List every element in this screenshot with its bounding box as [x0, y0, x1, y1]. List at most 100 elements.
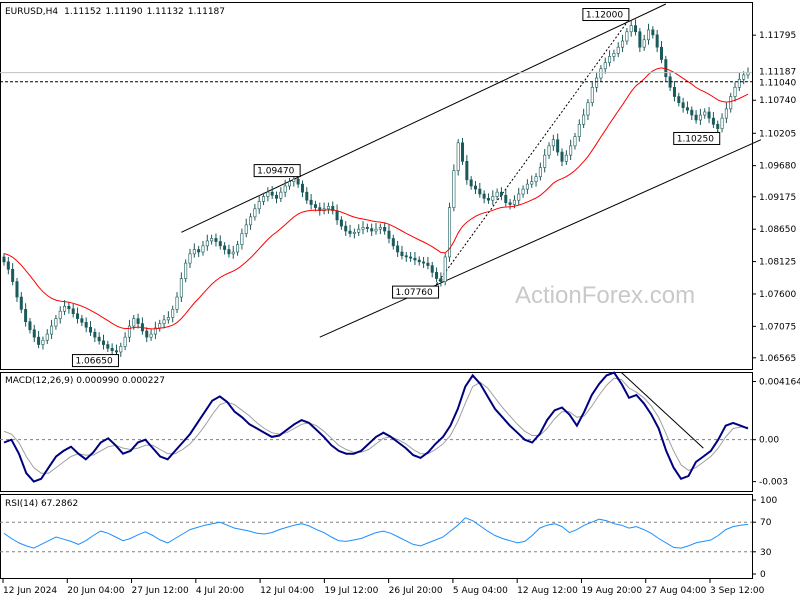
candle — [409, 252, 413, 262]
candle — [534, 173, 538, 187]
candle — [97, 332, 101, 345]
candle — [685, 101, 689, 114]
candle — [326, 202, 330, 214]
price-tick-label: 1.07075 — [759, 322, 796, 332]
candle — [698, 108, 702, 125]
candle — [720, 113, 724, 133]
x-tick-label: 12 Aug 12:00 — [517, 586, 578, 596]
candle — [45, 329, 49, 344]
rsi-tick-label: 70 — [760, 518, 772, 528]
candle — [37, 330, 41, 349]
candle — [348, 224, 352, 238]
price-tick-label: 1.08125 — [759, 258, 796, 268]
x-tick-label: 27 Jun 12:00 — [132, 586, 189, 596]
moving-average-line — [3, 67, 749, 330]
candle — [54, 314, 58, 330]
candle — [253, 203, 257, 221]
price-tick-label: 1.09175 — [759, 193, 796, 203]
candle — [435, 267, 439, 283]
candle — [240, 228, 244, 250]
candle — [266, 187, 270, 202]
candle — [659, 41, 663, 64]
candle — [331, 201, 335, 215]
annotation-1.12000: 1.12000 — [582, 8, 630, 23]
candle — [690, 106, 694, 120]
candle — [443, 253, 447, 286]
macd-tick-label: -0.003 — [759, 478, 788, 488]
candle — [283, 179, 287, 198]
candle — [426, 256, 430, 270]
rsi-tick-label: 30 — [760, 548, 772, 558]
annotation-label: 1.06650 — [75, 357, 112, 367]
channel-line-1 — [319, 139, 762, 338]
candle — [19, 292, 23, 314]
candle — [547, 142, 551, 159]
candle — [58, 306, 62, 324]
candle — [703, 108, 707, 119]
macd-line — [3, 371, 749, 483]
candle — [227, 244, 231, 258]
macd-tick-label: 0.00 — [759, 436, 779, 446]
candle — [24, 303, 28, 327]
macd-signal-line — [3, 377, 748, 474]
x-tick-label: 3 Sep 12:00 — [710, 586, 765, 596]
candle — [127, 319, 131, 343]
candle — [729, 92, 733, 113]
candle — [711, 111, 715, 129]
annotation-1.07760: 1.07760 — [392, 284, 440, 299]
candle — [205, 234, 209, 251]
candle — [478, 182, 482, 198]
candle — [672, 81, 676, 102]
annotation-label: 1.07760 — [396, 288, 433, 298]
candle — [599, 65, 603, 82]
candle — [231, 245, 235, 259]
candle — [448, 202, 452, 262]
x-tick-label: 12 Jul 04:00 — [260, 586, 314, 596]
candle — [63, 300, 67, 315]
candle — [339, 216, 343, 230]
candle — [491, 190, 495, 206]
macd-panel — [0, 372, 753, 492]
candle — [461, 137, 465, 166]
x-tick-label: 19 Jul 12:00 — [324, 586, 378, 596]
candle — [136, 313, 140, 329]
candle — [361, 221, 365, 235]
candle — [733, 82, 737, 102]
rsi-tick-label: 0 — [760, 570, 766, 580]
candle — [404, 252, 408, 262]
candle — [724, 102, 728, 124]
candle — [287, 177, 291, 190]
candle — [482, 190, 486, 204]
price-title: EURUSD,H4 1.11152 1.11190 1.11132 1.11187 — [5, 7, 225, 17]
candle — [582, 108, 586, 129]
candle — [603, 57, 607, 74]
current-price-label: 1.11187 — [759, 68, 796, 78]
candle — [525, 179, 529, 195]
macd-trendline — [621, 372, 704, 449]
candle — [560, 148, 564, 167]
candle — [612, 49, 616, 62]
projection-line — [436, 22, 628, 285]
candle — [2, 253, 6, 266]
annotation-label: 1.12000 — [586, 11, 623, 21]
candle — [430, 261, 434, 278]
candle — [681, 97, 685, 113]
candle — [694, 110, 698, 124]
candle — [551, 134, 555, 151]
candle — [378, 223, 382, 235]
candle — [365, 223, 369, 233]
candle — [370, 223, 374, 236]
rsi-title: RSI(14) 67.2862 — [5, 499, 78, 509]
candle — [41, 336, 45, 350]
candle — [32, 324, 36, 343]
candle — [6, 256, 10, 275]
candle — [677, 92, 681, 107]
candle — [413, 252, 417, 265]
channel-line-0 — [181, 3, 667, 233]
candle — [106, 340, 110, 352]
rsi-panel — [0, 494, 753, 579]
candle — [642, 34, 646, 51]
candle — [244, 218, 248, 238]
candle — [50, 319, 54, 340]
candle — [162, 314, 166, 329]
